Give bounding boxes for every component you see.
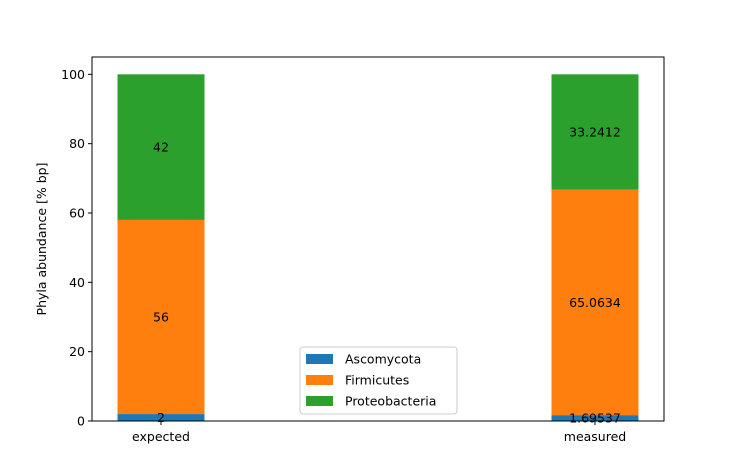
legend-label-proteobacteria: Proteobacteria xyxy=(345,394,436,409)
legend: Ascomycota Firmicutes Proteobacteria xyxy=(299,346,458,415)
data-label-expected-firmicutes: 56 xyxy=(153,310,169,325)
x-tick-label: measured xyxy=(564,429,626,444)
bar-measured-ascomycota xyxy=(551,415,639,421)
y-tick-label: 0 xyxy=(77,414,85,429)
bar-expected-firmicutes xyxy=(117,219,205,415)
y-tick-label: 80 xyxy=(69,136,85,151)
legend-label-ascomycota: Ascomycota xyxy=(345,352,421,367)
x-axis: expected measured xyxy=(132,421,626,444)
x-tick-label: expected xyxy=(132,429,190,444)
y-axis: 0 20 40 60 80 100 xyxy=(61,67,92,429)
data-label-measured-firmicutes: 65.0634 xyxy=(569,295,621,310)
y-tick-label: 100 xyxy=(61,67,85,82)
y-axis-label: Phyla abundance [% bp] xyxy=(34,163,49,316)
legend-swatch-ascomycota xyxy=(306,354,333,364)
legend-swatch-proteobacteria xyxy=(306,396,333,406)
data-label-expected-proteobacteria: 42 xyxy=(153,140,169,155)
data-labels-layer: 2 56 42 1.69537 65.0634 33.2412 xyxy=(153,124,621,425)
bar-measured-proteobacteria xyxy=(551,74,639,190)
bars-layer xyxy=(117,74,639,421)
y-tick-label: 40 xyxy=(69,275,85,290)
legend-swatch-firmicutes xyxy=(306,375,333,385)
plot-frame xyxy=(91,56,665,422)
bar-expected-proteobacteria xyxy=(117,74,205,220)
legend-label-firmicutes: Firmicutes xyxy=(345,373,409,388)
data-label-measured-proteobacteria: 33.2412 xyxy=(569,124,621,139)
legend-box xyxy=(299,346,458,415)
bar-measured-firmicutes xyxy=(551,189,639,416)
y-tick-label: 60 xyxy=(69,206,85,221)
bar-expected-ascomycota xyxy=(117,414,205,421)
y-tick-label: 20 xyxy=(69,344,85,359)
data-label-measured-ascomycota: 1.69537 xyxy=(569,411,621,426)
data-label-expected-ascomycota: 2 xyxy=(157,410,165,425)
